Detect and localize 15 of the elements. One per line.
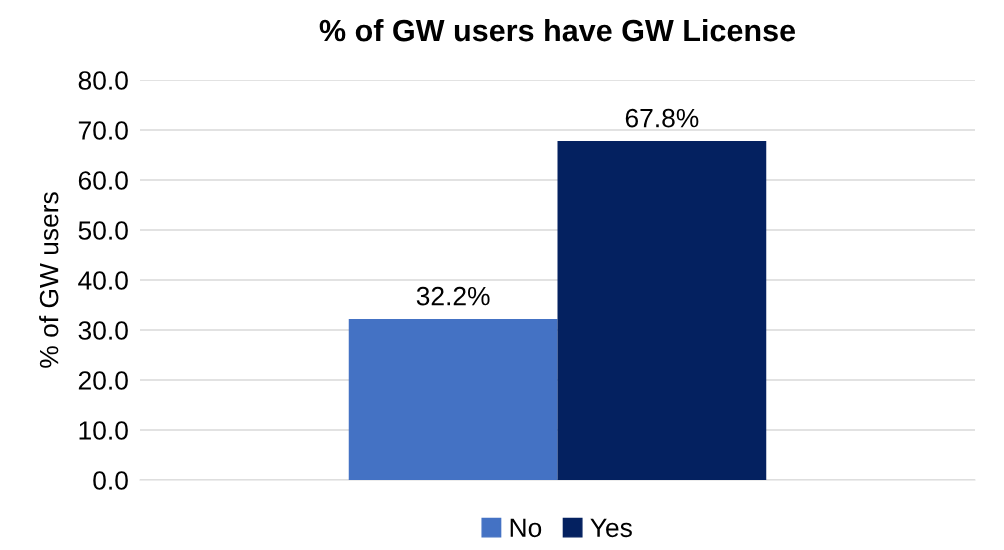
y-tick-label: 0.0: [93, 471, 128, 490]
y-tick-label: 30.0: [78, 321, 128, 340]
data-label: 67.8%: [625, 108, 699, 128]
y-tick-label: 70.0: [78, 121, 128, 140]
y-tick-label: 10.0: [79, 421, 128, 440]
y-tick-label: 50.0: [78, 221, 128, 240]
y-tick-label: 80.0: [78, 71, 128, 90]
legend-label: No: [510, 518, 542, 538]
y-tick-label: 60.0: [78, 171, 128, 190]
y-tick-label: 40.0: [78, 271, 128, 290]
chart-title: % of GW users have GW License: [319, 18, 796, 42]
y-tick-label: 20.0: [78, 371, 128, 390]
legend-label: Yes: [590, 518, 632, 538]
y-axis-title: % of GW users: [39, 192, 59, 368]
data-label: 32.2%: [416, 286, 490, 306]
